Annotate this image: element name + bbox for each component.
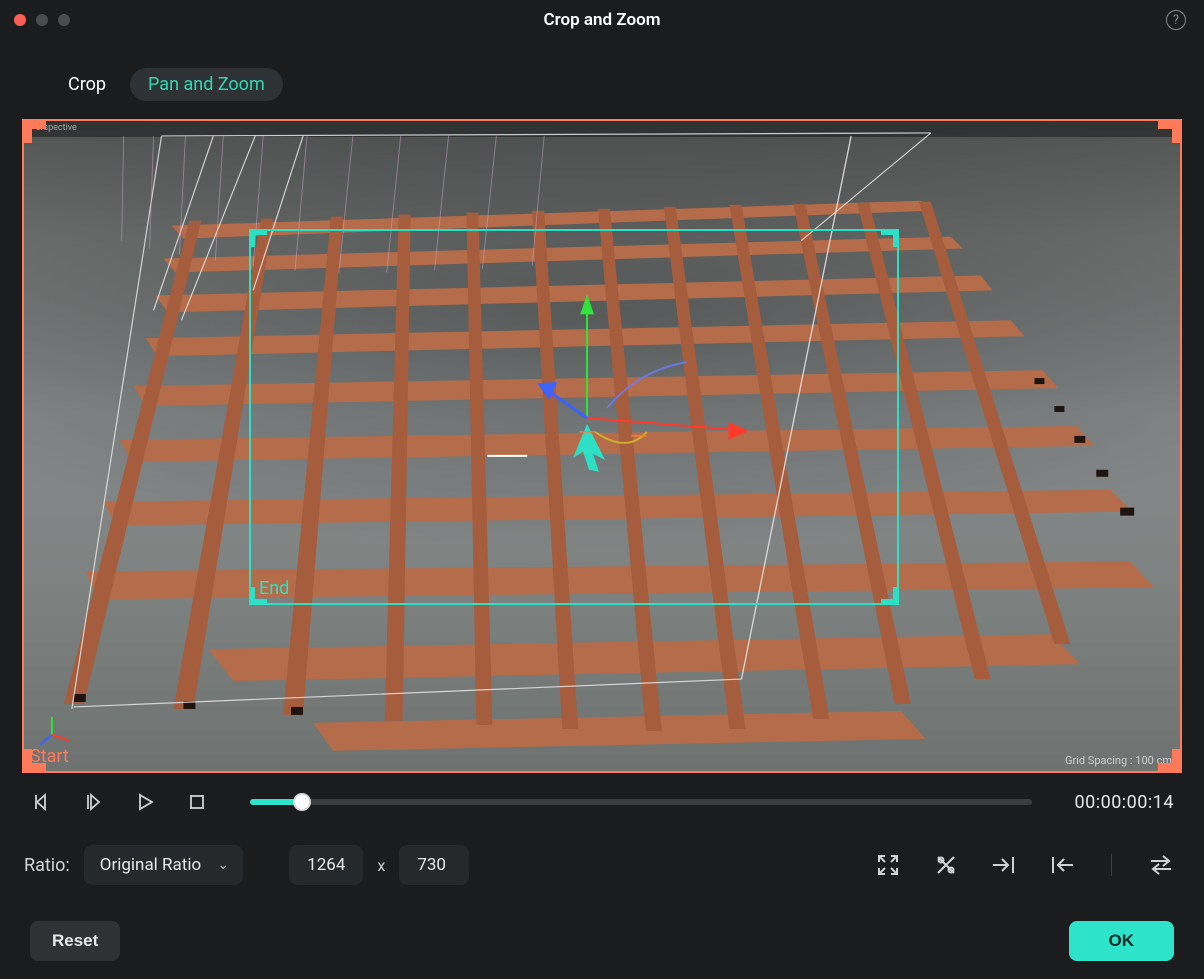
end-frame[interactable]: End: [249, 229, 899, 605]
window-controls: [14, 14, 70, 26]
tab-crop[interactable]: Crop: [68, 74, 106, 95]
chevron-down-icon: ⌄: [217, 857, 229, 873]
end-frame-label: End: [259, 578, 289, 599]
end-handle-tl[interactable]: [249, 229, 267, 247]
start-frame-label: Start: [30, 746, 69, 767]
close-icon[interactable]: [14, 14, 26, 26]
footer: Reset OK: [0, 921, 1204, 961]
next-frame-button[interactable]: [82, 791, 104, 813]
start-handle-tl[interactable]: [24, 121, 46, 143]
play-controls: [30, 791, 208, 813]
timeline-slider[interactable]: [250, 799, 1032, 805]
align-start-button[interactable]: [1049, 852, 1075, 878]
height-input[interactable]: 730: [399, 845, 469, 885]
next-frame-icon: [83, 792, 103, 812]
toolbar-divider: [1111, 854, 1112, 876]
play-icon: [135, 792, 155, 812]
options-row: Ratio: Original Ratio ⌄ 1264 x 730: [0, 813, 1204, 885]
align-start-icon: [1049, 854, 1075, 876]
start-handle-br[interactable]: [1158, 749, 1180, 771]
play-button[interactable]: [134, 791, 156, 813]
ratio-dropdown[interactable]: Original Ratio ⌄: [84, 845, 243, 885]
start-handle-tr[interactable]: [1158, 121, 1180, 143]
width-input[interactable]: 1264: [289, 845, 363, 885]
fit-screen-button[interactable]: [875, 852, 901, 878]
titlebar: Crop and Zoom ?: [0, 0, 1204, 40]
align-end-icon: [991, 854, 1017, 876]
window-title: Crop and Zoom: [0, 10, 1204, 30]
fit-icon: [876, 853, 900, 877]
preview-viewport[interactable]: Perspective: [22, 119, 1182, 773]
playbar: 00:00:00:14: [0, 773, 1204, 813]
align-end-button[interactable]: [991, 852, 1017, 878]
ratio-selected: Original Ratio: [100, 855, 201, 875]
end-handle-tr[interactable]: [881, 229, 899, 247]
timeline-thumb[interactable]: [293, 793, 311, 811]
stop-icon: [187, 792, 207, 812]
swap-icon: [1148, 854, 1174, 876]
dimension-separator: x: [377, 856, 385, 875]
reset-button[interactable]: Reset: [30, 921, 120, 961]
minimize-icon[interactable]: [36, 14, 48, 26]
ratio-label: Ratio:: [24, 855, 70, 876]
help-icon[interactable]: ?: [1166, 10, 1186, 30]
timecode: 00:00:00:14: [1074, 792, 1174, 813]
center-crop-button[interactable]: [933, 852, 959, 878]
tab-pan-zoom[interactable]: Pan and Zoom: [130, 68, 283, 101]
end-handle-br[interactable]: [881, 587, 899, 605]
tabs: Crop Pan and Zoom: [0, 40, 1204, 119]
center-icon: [934, 853, 958, 877]
stop-button[interactable]: [186, 791, 208, 813]
prev-frame-icon: [31, 792, 51, 812]
viewport-wrap: Perspective: [22, 119, 1182, 773]
prev-frame-button[interactable]: [30, 791, 52, 813]
swap-button[interactable]: [1148, 852, 1174, 878]
scene-grid-spacing-label: Grid Spacing : 100 cm: [1065, 754, 1172, 767]
zoom-icon[interactable]: [58, 14, 70, 26]
ok-button[interactable]: OK: [1069, 921, 1175, 961]
tool-icons: [875, 852, 1174, 878]
